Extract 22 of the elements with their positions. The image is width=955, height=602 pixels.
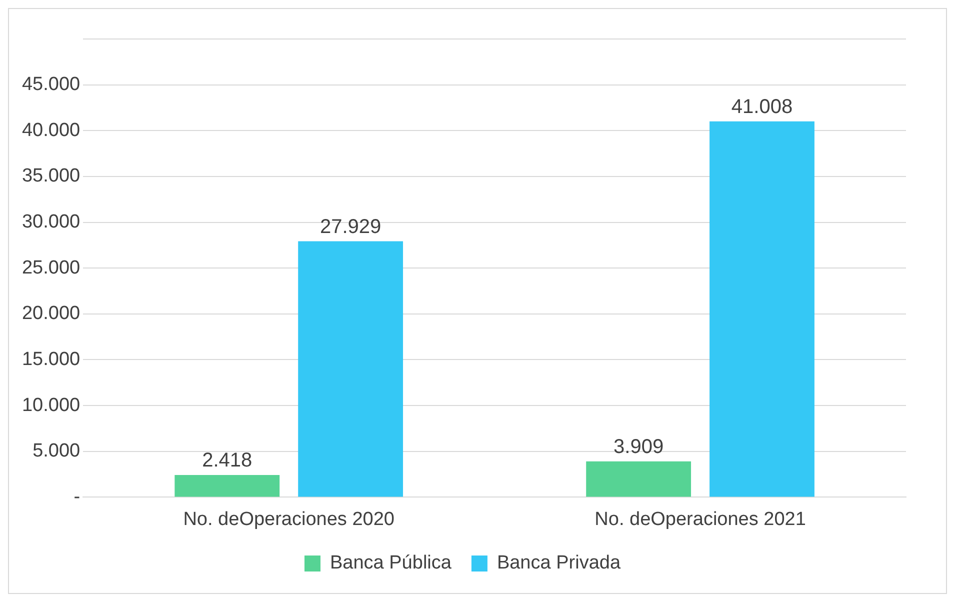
data-label: 27.929 [320, 216, 382, 238]
y-tick-label: 35.000 [22, 166, 80, 187]
y-tick-label: 30.000 [22, 212, 80, 233]
legend-label: Banca Privada [496, 552, 621, 574]
data-label: 41.008 [731, 96, 793, 118]
data-label: 2.418 [202, 450, 252, 472]
y-tick-label: 5.000 [32, 440, 80, 462]
x-tick-label: No. deOperaciones 2021 [594, 508, 806, 530]
y-tick-label: 10.000 [22, 394, 80, 416]
bar [298, 241, 404, 497]
data-label: 3.909 [614, 436, 664, 458]
y-tick-label: 20.000 [22, 303, 80, 324]
y-tick-label: 40.000 [22, 120, 80, 141]
y-tick-label: 45.000 [22, 74, 80, 96]
y-tick-label: 25.000 [22, 257, 80, 278]
y-tick-label: 15.000 [22, 348, 80, 370]
bar [174, 475, 280, 497]
bar [586, 461, 692, 497]
x-tick-label: No. deOperaciones 2020 [183, 508, 394, 530]
y-tick-label: - [74, 486, 80, 508]
legend-label: Banca Pública [330, 552, 452, 574]
bar [710, 121, 814, 497]
